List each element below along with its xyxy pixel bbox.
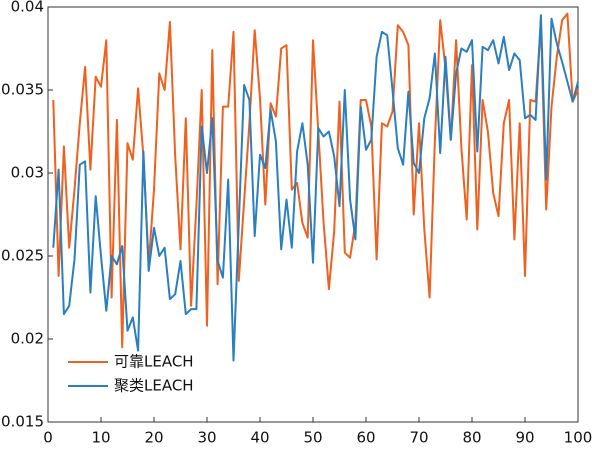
x-tick-label: 90 — [515, 429, 534, 447]
series-line — [52, 14, 579, 362]
x-tick-label: 50 — [303, 429, 322, 447]
x-tick-label: 100 — [564, 429, 592, 447]
x-tick-label: 80 — [462, 429, 481, 447]
x-tick-label: 0 — [43, 429, 53, 447]
x-tick-label: 40 — [250, 429, 269, 447]
x-tick-label: 10 — [91, 429, 110, 447]
x-tick-label: 60 — [356, 429, 375, 447]
y-tick-label: 0.03 — [11, 164, 44, 182]
y-tick-label: 0.015 — [1, 413, 44, 431]
y-tick-label: 0.02 — [11, 330, 44, 348]
y-tick-label: 0.035 — [1, 81, 44, 99]
series-line — [52, 12, 579, 349]
y-tick-label: 0.04 — [11, 0, 44, 16]
y-tick-label: 0.025 — [1, 247, 44, 265]
x-tick-label: 20 — [144, 429, 163, 447]
legend-label: 聚类LEACH — [114, 377, 194, 395]
x-tick-label: 70 — [409, 429, 428, 447]
x-tick-label: 30 — [197, 429, 216, 447]
legend-label: 可靠LEACH — [114, 353, 194, 371]
